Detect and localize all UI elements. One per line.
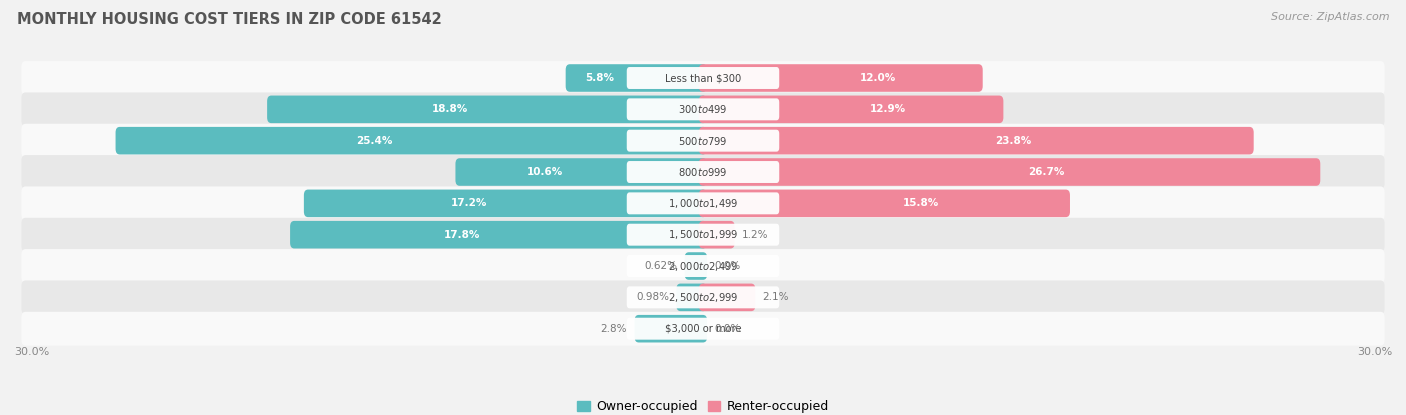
FancyBboxPatch shape xyxy=(627,224,779,246)
Text: 0.0%: 0.0% xyxy=(714,261,741,271)
Text: 10.6%: 10.6% xyxy=(526,167,562,177)
Text: 18.8%: 18.8% xyxy=(432,104,468,115)
Text: 26.7%: 26.7% xyxy=(1028,167,1064,177)
FancyBboxPatch shape xyxy=(21,249,1385,283)
Text: 17.2%: 17.2% xyxy=(450,198,486,208)
FancyBboxPatch shape xyxy=(267,95,707,123)
Legend: Owner-occupied, Renter-occupied: Owner-occupied, Renter-occupied xyxy=(572,395,834,415)
Text: 30.0%: 30.0% xyxy=(14,347,49,357)
Text: 25.4%: 25.4% xyxy=(356,136,392,146)
FancyBboxPatch shape xyxy=(699,64,983,92)
FancyBboxPatch shape xyxy=(699,95,1004,123)
FancyBboxPatch shape xyxy=(565,64,707,92)
FancyBboxPatch shape xyxy=(699,221,735,249)
Text: 2.8%: 2.8% xyxy=(600,324,627,334)
FancyBboxPatch shape xyxy=(627,161,779,183)
FancyBboxPatch shape xyxy=(21,61,1385,95)
Text: $300 to $499: $300 to $499 xyxy=(678,103,728,115)
FancyBboxPatch shape xyxy=(627,286,779,308)
Text: $1,500 to $1,999: $1,500 to $1,999 xyxy=(668,228,738,241)
Text: 5.8%: 5.8% xyxy=(585,73,614,83)
Text: 12.9%: 12.9% xyxy=(870,104,905,115)
Text: $800 to $999: $800 to $999 xyxy=(678,166,728,178)
FancyBboxPatch shape xyxy=(627,318,779,339)
FancyBboxPatch shape xyxy=(627,98,779,120)
Text: 2.1%: 2.1% xyxy=(762,292,789,303)
FancyBboxPatch shape xyxy=(21,93,1385,126)
FancyBboxPatch shape xyxy=(699,283,755,311)
Text: $500 to $799: $500 to $799 xyxy=(678,135,728,146)
Text: 0.98%: 0.98% xyxy=(636,292,669,303)
FancyBboxPatch shape xyxy=(627,255,779,277)
Text: 23.8%: 23.8% xyxy=(995,136,1031,146)
FancyBboxPatch shape xyxy=(676,283,707,311)
FancyBboxPatch shape xyxy=(115,127,707,154)
FancyBboxPatch shape xyxy=(627,67,779,89)
FancyBboxPatch shape xyxy=(21,218,1385,251)
FancyBboxPatch shape xyxy=(304,190,707,217)
FancyBboxPatch shape xyxy=(21,155,1385,189)
FancyBboxPatch shape xyxy=(21,281,1385,314)
Text: Source: ZipAtlas.com: Source: ZipAtlas.com xyxy=(1271,12,1389,22)
FancyBboxPatch shape xyxy=(21,186,1385,220)
Text: $2,000 to $2,499: $2,000 to $2,499 xyxy=(668,259,738,273)
FancyBboxPatch shape xyxy=(699,127,1254,154)
Text: MONTHLY HOUSING COST TIERS IN ZIP CODE 61542: MONTHLY HOUSING COST TIERS IN ZIP CODE 6… xyxy=(17,12,441,27)
FancyBboxPatch shape xyxy=(634,315,707,342)
Text: 30.0%: 30.0% xyxy=(1357,347,1392,357)
Text: 17.8%: 17.8% xyxy=(444,229,479,240)
FancyBboxPatch shape xyxy=(699,190,1070,217)
FancyBboxPatch shape xyxy=(685,252,707,280)
FancyBboxPatch shape xyxy=(290,221,707,249)
Text: $1,000 to $1,499: $1,000 to $1,499 xyxy=(668,197,738,210)
FancyBboxPatch shape xyxy=(627,130,779,151)
Text: 0.0%: 0.0% xyxy=(714,324,741,334)
Text: $2,500 to $2,999: $2,500 to $2,999 xyxy=(668,291,738,304)
FancyBboxPatch shape xyxy=(21,124,1385,158)
Text: $3,000 or more: $3,000 or more xyxy=(665,324,741,334)
Text: 0.62%: 0.62% xyxy=(644,261,678,271)
Text: 12.0%: 12.0% xyxy=(859,73,896,83)
Text: Less than $300: Less than $300 xyxy=(665,73,741,83)
FancyBboxPatch shape xyxy=(456,158,707,186)
FancyBboxPatch shape xyxy=(627,193,779,214)
FancyBboxPatch shape xyxy=(699,158,1320,186)
Text: 15.8%: 15.8% xyxy=(903,198,939,208)
Text: 1.2%: 1.2% xyxy=(742,229,769,240)
FancyBboxPatch shape xyxy=(21,312,1385,346)
